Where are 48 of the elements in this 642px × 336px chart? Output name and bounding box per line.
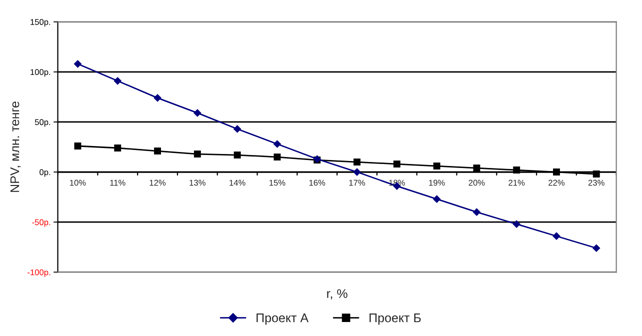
legend-label: Проект А	[256, 314, 309, 325]
point	[154, 94, 162, 102]
point	[273, 140, 282, 148]
x-tick-label: 16%	[309, 180, 326, 186]
point	[233, 125, 242, 133]
x-tick-label: 20%	[468, 180, 485, 186]
x-tick-label: 12%	[150, 180, 166, 186]
point	[154, 148, 161, 154]
point	[552, 232, 560, 240]
point	[513, 166, 520, 174]
x-tick-label: 11%	[110, 180, 126, 186]
point	[114, 144, 122, 152]
y-tick-label: -100р.	[28, 269, 50, 277]
point	[74, 142, 82, 150]
x-tick-label: 17%	[349, 180, 366, 186]
point	[393, 160, 400, 168]
x-tick-label: 10%	[70, 180, 86, 186]
point	[114, 76, 122, 85]
point	[433, 162, 440, 170]
y-tick-label: -50р.	[32, 219, 50, 227]
point	[472, 208, 481, 216]
point	[432, 195, 441, 203]
point	[592, 170, 600, 178]
point	[353, 168, 361, 176]
x-tick-label: 15%	[270, 180, 286, 186]
x-tick-label: 19%	[429, 180, 445, 186]
y-axis-title: NPV, млн. тенге	[10, 102, 21, 192]
x-tick-label: 14%	[230, 180, 246, 186]
x-tick-label: 22%	[548, 180, 565, 186]
y-tick-label: 0р.	[40, 169, 50, 177]
point	[193, 109, 202, 117]
point	[553, 168, 560, 176]
x-tick-label: 21%	[508, 180, 525, 186]
point	[592, 244, 600, 252]
x-tick-label: 13%	[190, 180, 206, 186]
point	[234, 152, 241, 158]
point	[473, 164, 480, 172]
point	[194, 150, 201, 158]
point	[274, 154, 281, 160]
x-tick-label: 23%	[588, 180, 604, 186]
y-tick-label: 150р.	[30, 19, 50, 27]
x-axis-title: r, %	[327, 289, 348, 300]
point	[74, 60, 82, 68]
y-tick-label: 50р.	[34, 119, 50, 127]
point	[512, 220, 521, 228]
legend-label: Проект Б	[370, 314, 421, 325]
point	[354, 158, 360, 166]
y-tick-label: 100р.	[30, 69, 50, 77]
